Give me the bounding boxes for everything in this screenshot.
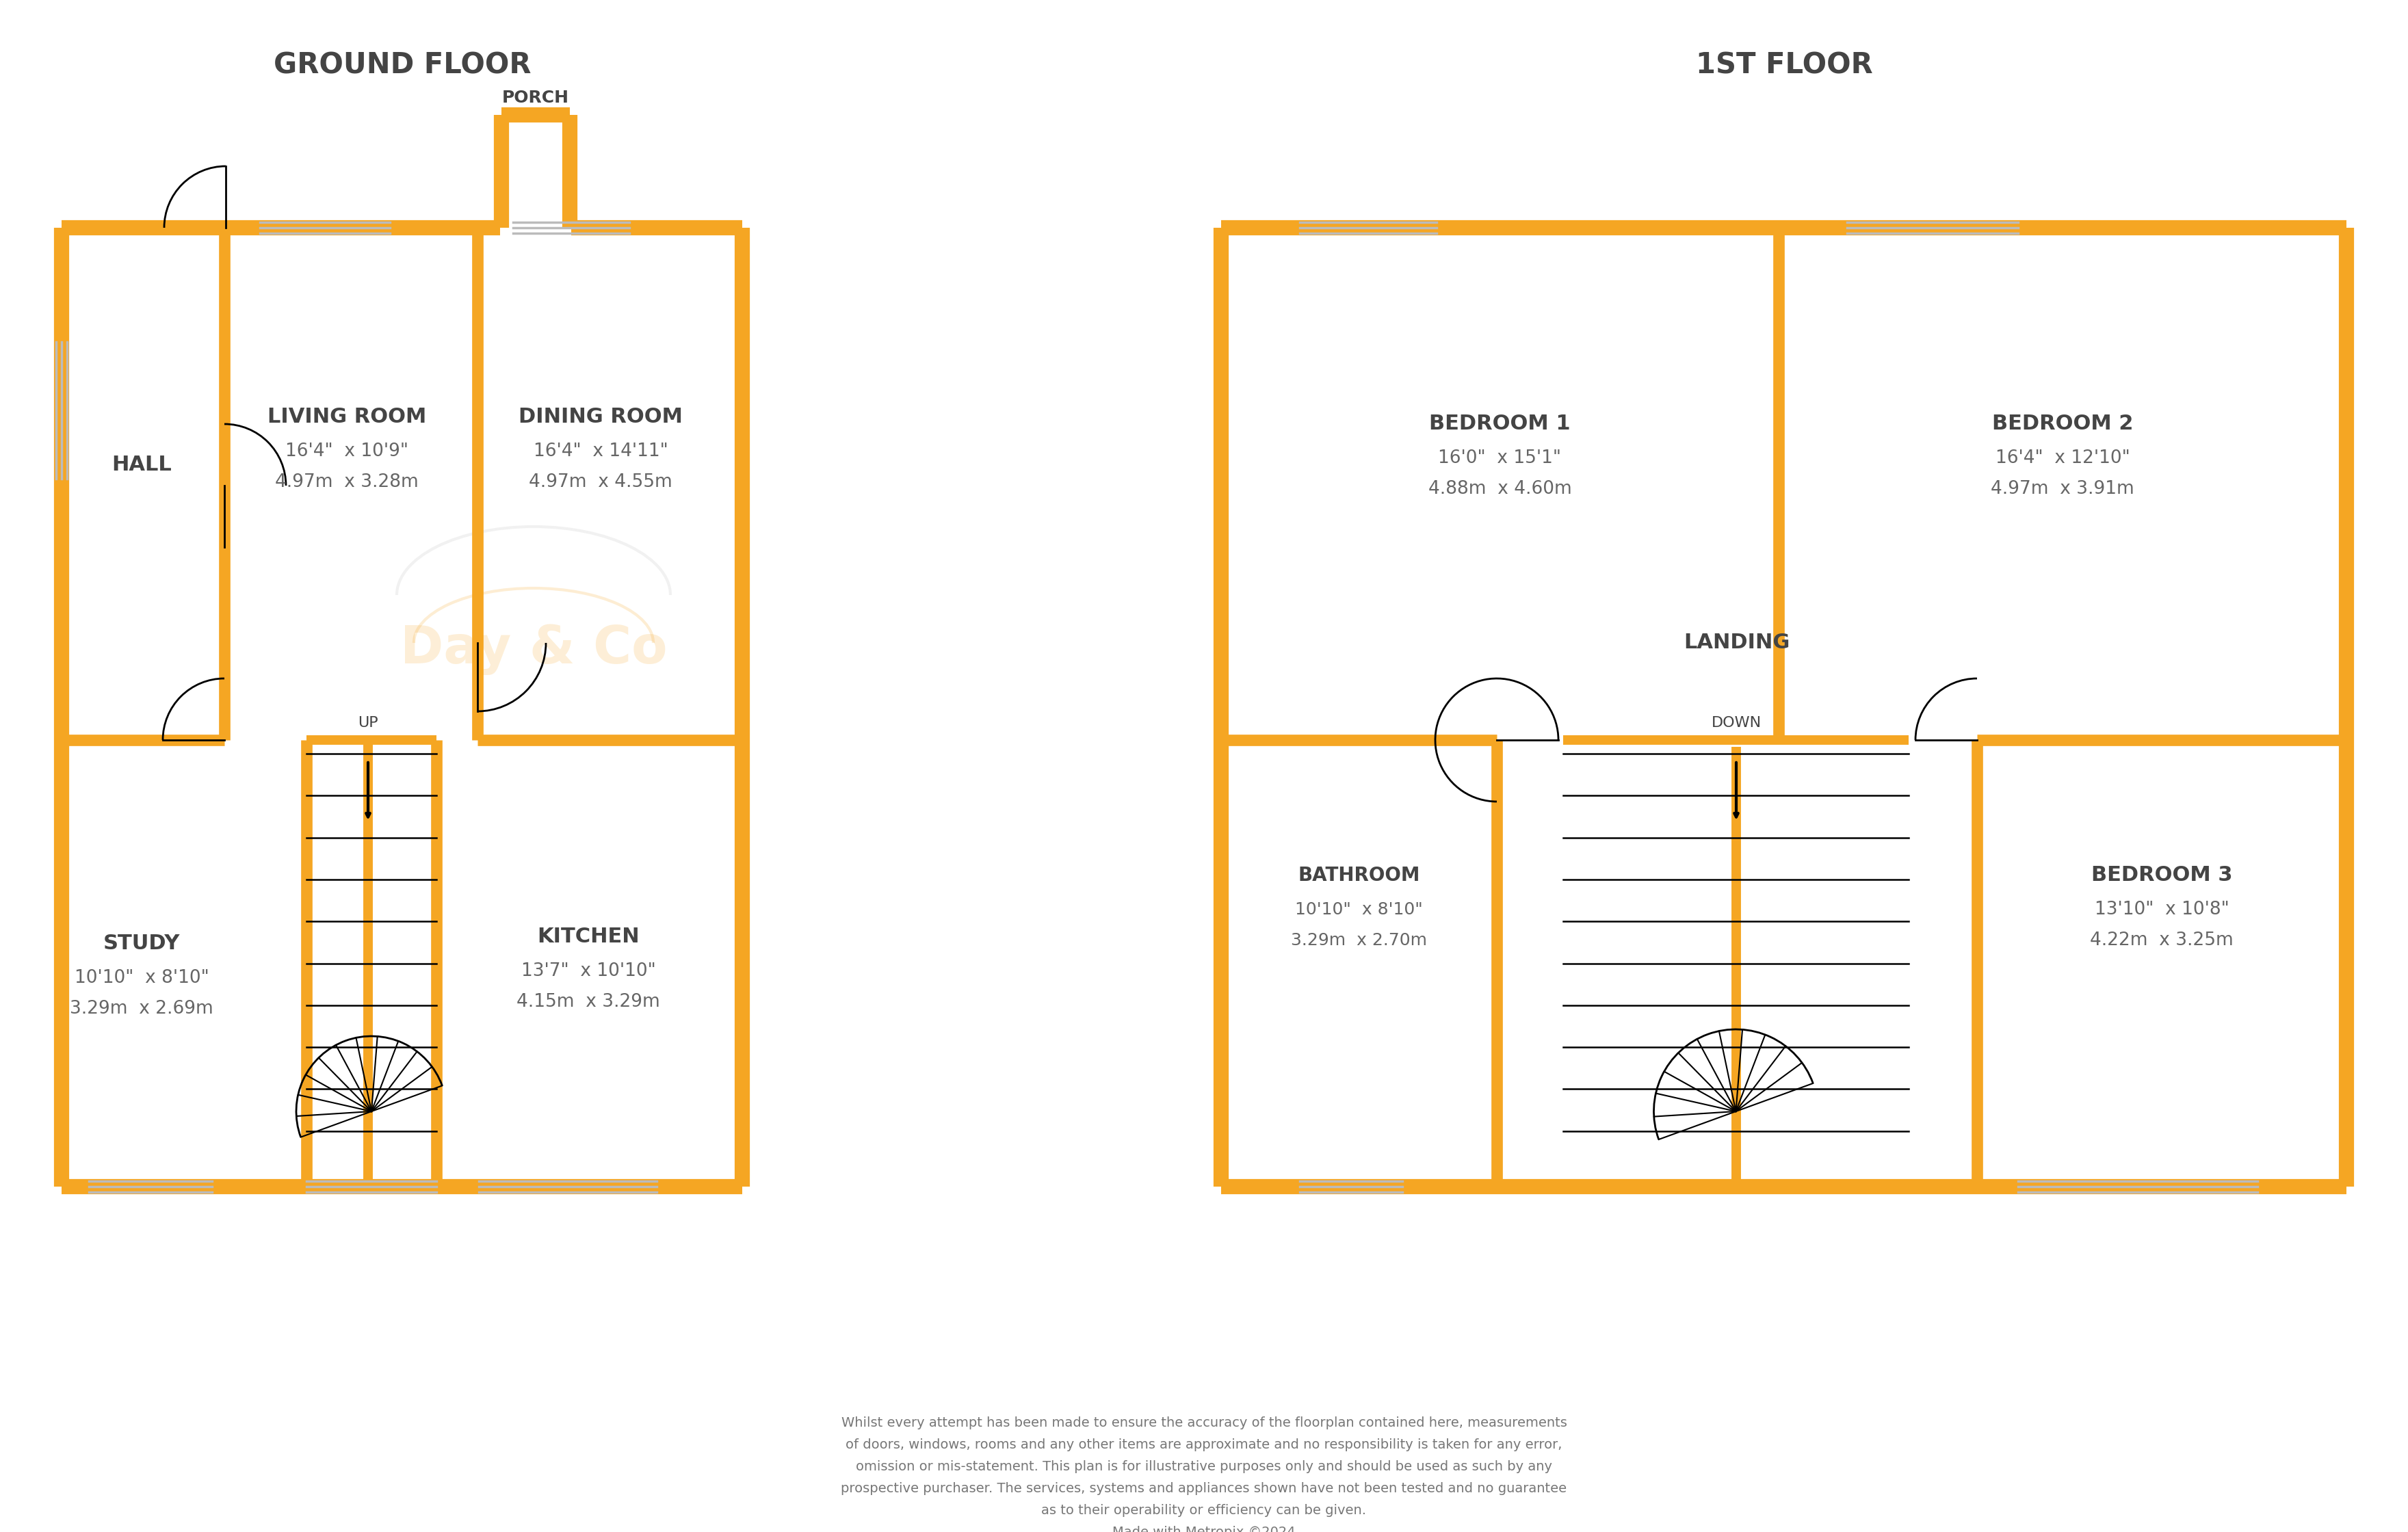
Text: BATHROOM: BATHROOM <box>1298 866 1421 885</box>
Text: UP: UP <box>359 715 378 729</box>
Text: GROUND FLOOR: GROUND FLOOR <box>275 51 532 80</box>
Text: STUDY: STUDY <box>104 935 181 954</box>
Text: 10'10"  x 8'10": 10'10" x 8'10" <box>1296 901 1423 918</box>
Text: prospective purchaser. The services, systems and appliances shown have not been : prospective purchaser. The services, sys… <box>840 1481 1568 1495</box>
Text: 4.15m  x 3.29m: 4.15m x 3.29m <box>518 993 660 1011</box>
Text: 4.88m  x 4.60m: 4.88m x 4.60m <box>1428 480 1572 498</box>
Text: 4.97m  x 3.91m: 4.97m x 3.91m <box>1991 480 2133 498</box>
Text: of doors, windows, rooms and any other items are approximate and no responsibili: of doors, windows, rooms and any other i… <box>845 1439 1563 1451</box>
Text: PORCH: PORCH <box>503 89 568 106</box>
Text: 3.29m  x 2.69m: 3.29m x 2.69m <box>70 1000 214 1017</box>
Text: Whilst every attempt has been made to ensure the accuracy of the floorplan conta: Whilst every attempt has been made to en… <box>840 1416 1568 1429</box>
Text: BEDROOM 2: BEDROOM 2 <box>1991 414 2133 434</box>
Text: 13'10"  x 10'8": 13'10" x 10'8" <box>2095 901 2230 919</box>
Text: KITCHEN: KITCHEN <box>537 927 641 947</box>
Text: 3.29m  x 2.70m: 3.29m x 2.70m <box>1291 931 1428 948</box>
Text: 4.97m  x 4.55m: 4.97m x 4.55m <box>530 473 672 492</box>
Text: as to their operability or efficiency can be given.: as to their operability or efficiency ca… <box>1043 1503 1365 1517</box>
Text: Made with Metropix ©2024: Made with Metropix ©2024 <box>1112 1526 1296 1532</box>
Text: 1ST FLOOR: 1ST FLOOR <box>1695 51 1873 80</box>
Text: 10'10"  x 8'10": 10'10" x 8'10" <box>75 970 209 987</box>
Text: omission or mis-statement. This plan is for illustrative purposes only and shoul: omission or mis-statement. This plan is … <box>855 1460 1553 1472</box>
Text: BEDROOM 3: BEDROOM 3 <box>2090 866 2232 885</box>
Text: LANDING: LANDING <box>1683 633 1789 653</box>
Text: 16'4"  x 12'10": 16'4" x 12'10" <box>1996 449 2129 467</box>
Text: 16'0"  x 15'1": 16'0" x 15'1" <box>1438 449 1560 467</box>
Text: HALL: HALL <box>111 455 171 475</box>
Text: DINING ROOM: DINING ROOM <box>518 408 684 427</box>
Text: 13'7"  x 10'10": 13'7" x 10'10" <box>520 962 655 980</box>
Text: 16'4"  x 10'9": 16'4" x 10'9" <box>284 443 409 460</box>
Text: 4.97m  x 3.28m: 4.97m x 3.28m <box>275 473 419 492</box>
Text: DOWN: DOWN <box>1712 715 1760 729</box>
Text: LIVING ROOM: LIVING ROOM <box>267 408 426 427</box>
Text: 16'4"  x 14'11": 16'4" x 14'11" <box>532 443 667 460</box>
Text: BEDROOM 1: BEDROOM 1 <box>1430 414 1570 434</box>
Text: Day & Co: Day & Co <box>400 624 667 676</box>
Text: 4.22m  x 3.25m: 4.22m x 3.25m <box>2090 931 2235 950</box>
